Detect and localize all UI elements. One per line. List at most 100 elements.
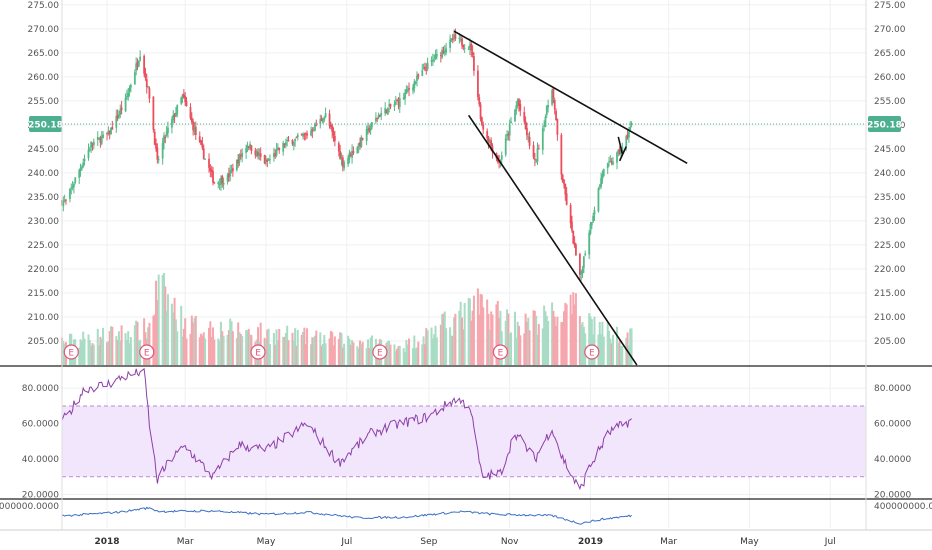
candle-body (609, 160, 612, 162)
candle-body (193, 128, 196, 132)
candle-body (473, 55, 475, 71)
volume-bar (340, 333, 343, 365)
candle-body (482, 124, 485, 130)
candle-body (247, 146, 250, 149)
volume-bar (230, 321, 233, 365)
volume-bar (601, 321, 604, 365)
volume-bar (408, 338, 411, 365)
candle-body (172, 114, 175, 121)
candle-body (532, 145, 535, 158)
candle-body (165, 131, 168, 136)
candle-body (263, 154, 266, 164)
volume-bar (569, 294, 572, 365)
candle-body (328, 113, 331, 126)
candle-body (267, 159, 270, 161)
y-tick-label: 220.00 (28, 265, 60, 275)
candle-body (393, 104, 396, 107)
candle-body (152, 96, 155, 130)
candle-body (250, 145, 253, 152)
volume-bar (306, 328, 309, 365)
candle-body (337, 143, 340, 152)
candle-body (314, 123, 316, 131)
y-tick-label-right: 225.00 (874, 241, 906, 251)
volume-bar (361, 341, 364, 365)
volume-bar (211, 327, 214, 365)
volume-bar (561, 321, 564, 365)
candle-body (128, 87, 131, 92)
candle-body (153, 131, 156, 145)
volume-bar (426, 330, 429, 365)
candle-body (507, 133, 510, 135)
y-tick-label-right: 210.00 (874, 313, 906, 323)
candle-body (616, 152, 618, 163)
candle-body (477, 70, 479, 98)
volume-bar (128, 343, 131, 365)
candle-body (449, 39, 451, 48)
candle-body (463, 47, 466, 49)
volume-bar (80, 340, 83, 365)
volume-bar (462, 329, 465, 365)
candle-body (413, 81, 416, 89)
volume-bar (219, 321, 222, 365)
volume-bar (312, 337, 315, 365)
candle-body (292, 142, 295, 146)
candle-body (555, 110, 557, 121)
candle-body (254, 150, 257, 156)
candle-body (361, 137, 364, 140)
candle-body (331, 125, 334, 132)
candle-body (578, 253, 581, 275)
volume-bar (508, 333, 511, 365)
volume-bar (127, 331, 130, 365)
candle-body (515, 105, 518, 111)
candle-body (422, 67, 425, 69)
candle-body (182, 94, 185, 98)
volume-bar (570, 314, 573, 365)
y-tick-label-right: 260.00 (874, 73, 906, 83)
volume-bar (513, 311, 516, 365)
volume-bar (439, 324, 442, 365)
candle-body (302, 134, 304, 137)
candle-body (588, 232, 591, 255)
candle-body (510, 121, 512, 124)
volume-bar (303, 327, 306, 365)
candle-body (304, 133, 307, 135)
volume-bar (100, 338, 103, 365)
volume-bar (517, 325, 520, 365)
y-tick-label: 215.00 (28, 289, 60, 299)
candle-body (527, 136, 530, 138)
x-tick-label: Nov (501, 537, 519, 547)
volume-bar (565, 304, 568, 365)
candle-body (397, 101, 400, 106)
rsi-tick-label-left: 80.0000 (22, 384, 59, 394)
volume-bar (136, 321, 139, 365)
volume-bar (470, 320, 473, 365)
y-tick-label: 240.00 (28, 169, 60, 179)
volume-bar (415, 347, 418, 365)
candle-body (504, 138, 507, 155)
volume-bar (389, 344, 392, 365)
y-tick-label: 265.00 (28, 49, 60, 59)
candle-body (257, 152, 259, 156)
earnings-marker (492, 344, 509, 360)
candle-body (339, 151, 342, 160)
volume-bar (209, 321, 212, 365)
volume-bar (359, 340, 362, 365)
earnings-marker (63, 344, 79, 360)
volume-bar (249, 334, 252, 365)
candle-body (478, 97, 481, 105)
candle-body (74, 177, 77, 183)
volume-bar (369, 337, 372, 365)
candle-body (135, 63, 138, 71)
trendline (467, 114, 638, 366)
volume-bar (442, 313, 445, 365)
candle-body (368, 127, 371, 132)
candle-body (322, 121, 324, 123)
volume-bar (556, 316, 559, 365)
volume-bar (519, 335, 522, 365)
volume-bar (488, 329, 491, 365)
candle-body (506, 134, 508, 137)
rsi-tick-label-right: 60.0000 (874, 420, 911, 430)
candle-body (118, 114, 120, 117)
volume-bar (619, 345, 622, 365)
volume-bar (394, 351, 397, 365)
